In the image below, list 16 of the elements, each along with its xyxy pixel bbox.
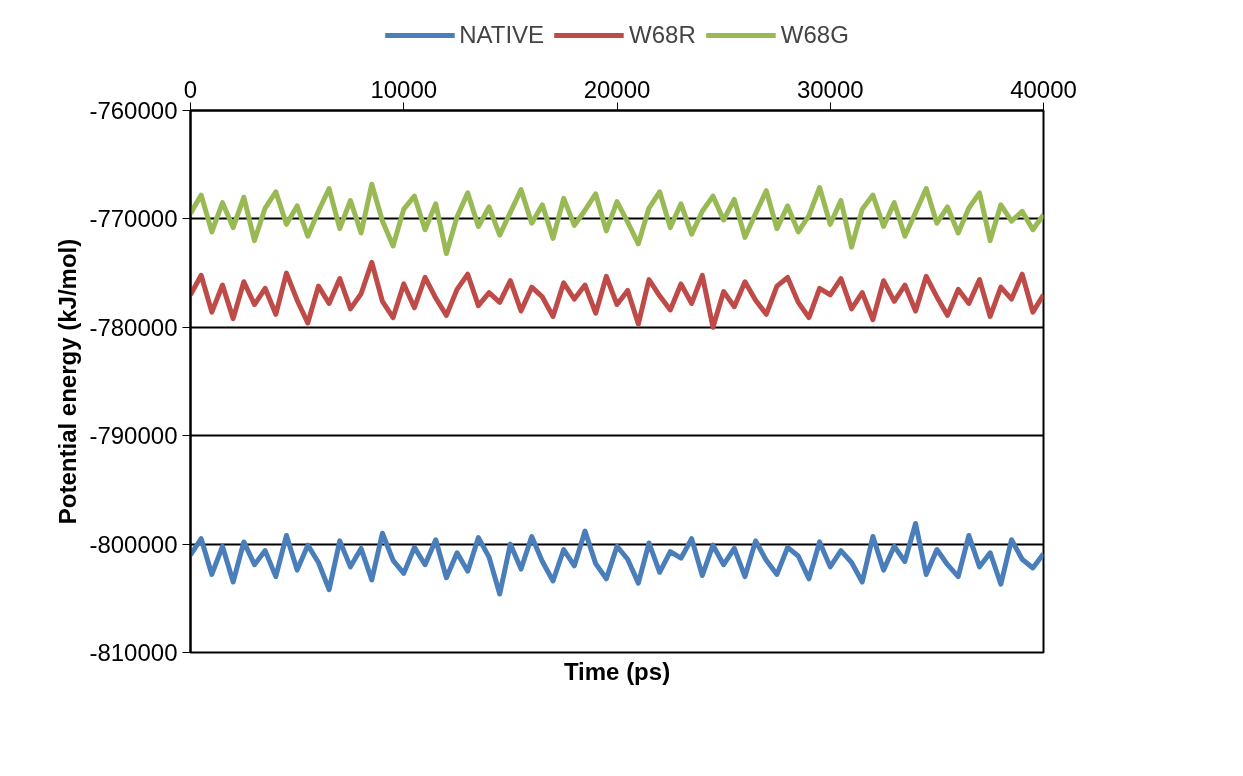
- y-tick-label: -770000: [89, 205, 178, 233]
- y-tick-label: -760000: [89, 97, 178, 124]
- y-tick-label: -780000: [89, 313, 178, 341]
- y-tick-label: -800000: [89, 530, 178, 558]
- x-tick-label: 20000: [583, 75, 651, 103]
- legend-label: NATIVE: [459, 21, 545, 49]
- x-tick-label: 30000: [796, 75, 864, 103]
- x-axis-title: Time (ps): [563, 657, 671, 685]
- legend-label: W68G: [780, 21, 849, 49]
- x-tick-label: 40000: [1010, 75, 1077, 103]
- x-tick-label: 0: [183, 75, 198, 103]
- y-axis-title: Potential energy (kJ/mol): [54, 238, 82, 525]
- y-tick-label: -810000: [89, 639, 178, 666]
- x-tick-label: 10000: [370, 75, 438, 103]
- legend-label: W68R: [629, 21, 696, 49]
- y-tick-label: -790000: [89, 422, 178, 450]
